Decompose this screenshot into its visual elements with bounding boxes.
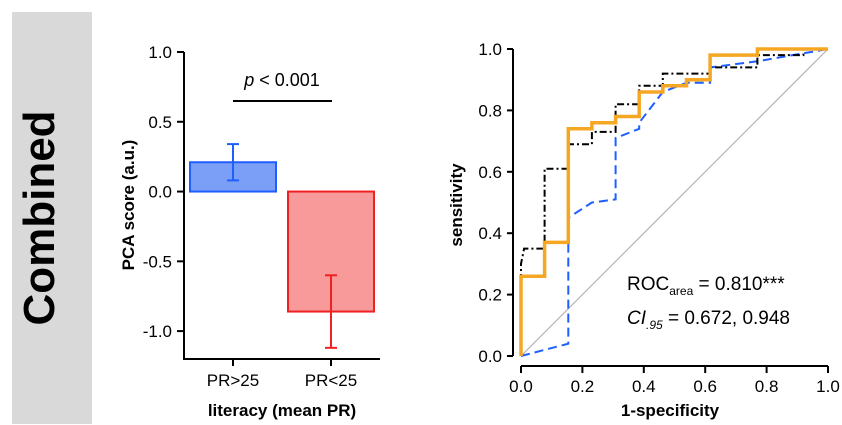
y-tick-label: 0.5 [148, 113, 172, 132]
y-axis-label: PCA score (a.u.) [119, 140, 138, 271]
ci-subscript: .95 [646, 318, 663, 332]
roc-curve-solid [519, 47, 828, 356]
y-tick-label: 0.8 [478, 101, 502, 120]
x-tick-label: PR<25 [305, 371, 357, 390]
y-tick-label: 1.0 [148, 43, 172, 62]
roc-curve-dashdot [520, 48, 828, 356]
roc-value: = 0.810*** [693, 274, 785, 295]
roc-area-annotation: ROCarea = 0.810*** [627, 274, 785, 298]
roc-subscript: area [669, 284, 693, 298]
roc-prefix: ROC [627, 274, 669, 295]
x-axis-label: literacy (mean PR) [208, 401, 356, 420]
x-tick-label: 1.0 [816, 377, 840, 396]
significance-p: p [243, 70, 254, 90]
x-tick-label: 0.2 [571, 377, 595, 396]
ci-annotation: CI.95 = 0.672, 0.948 [627, 308, 790, 332]
roc-reference-line [520, 48, 829, 357]
significance-value: < 0.001 [254, 70, 320, 90]
x-axis-label: 1-specificity [621, 401, 720, 420]
bar-chart: 1.0 0.5 0.0 -0.5 -1.0 PR>25 PR<25 literacy (mea… [119, 43, 380, 420]
panel-sidebar [12, 12, 92, 424]
y-tick-label: 1.0 [478, 40, 502, 59]
x-tick-label: PR>25 [207, 371, 259, 390]
y-axis-label: sensitivity [447, 163, 466, 247]
y-tick-label: -0.5 [143, 252, 172, 271]
y-tick-label: 0.2 [478, 286, 502, 305]
y-tick-label: 0.0 [478, 347, 502, 366]
y-tick-label: 0.4 [478, 224, 502, 243]
x-tick-label: 0.0 [509, 377, 533, 396]
x-tick-label: 0.8 [755, 377, 779, 396]
ci-value: = 0.672, 0.948 [663, 308, 790, 329]
y-tick-label: 0.0 [148, 183, 172, 202]
x-tick-label: 0.4 [632, 377, 656, 396]
y-tick-label: -1.0 [143, 322, 172, 341]
y-tick-label: 0.6 [478, 163, 502, 182]
roc-chart: 0.0 0.2 0.4 0.6 0.8 1.0 0.0 0.2 0.4 0.6 0.8 1.0 1-sp… [447, 40, 840, 420]
x-tick-label: 0.6 [693, 377, 717, 396]
ci-prefix: CI [627, 308, 647, 329]
significance-label: p < 0.001 [243, 70, 320, 90]
